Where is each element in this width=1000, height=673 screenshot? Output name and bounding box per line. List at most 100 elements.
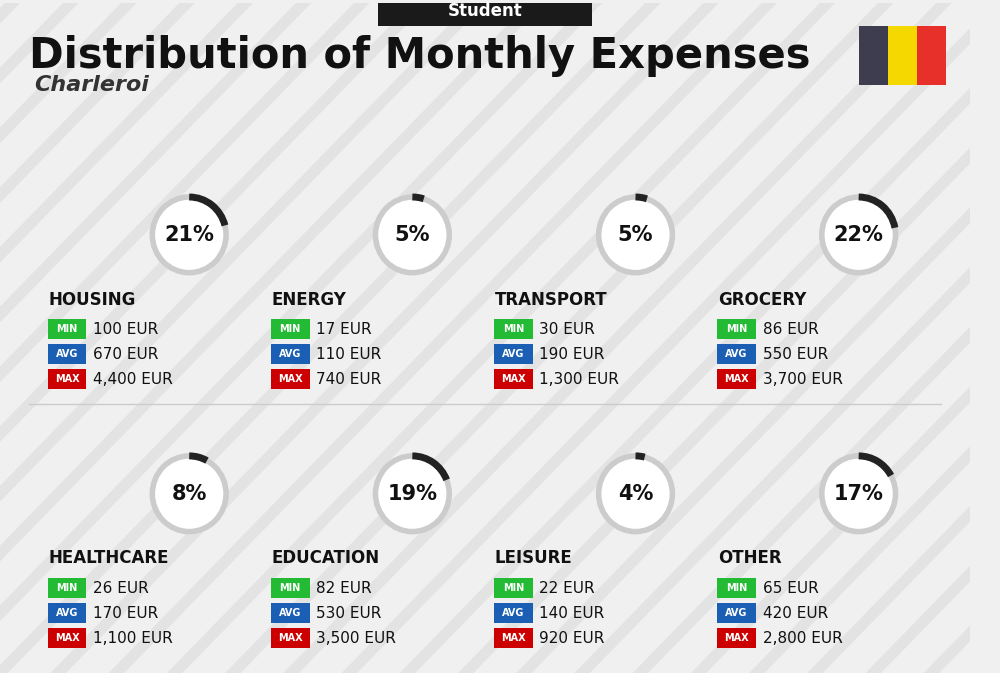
Text: AVG: AVG: [502, 349, 524, 359]
Text: 17%: 17%: [834, 484, 884, 504]
Text: MIN: MIN: [279, 583, 301, 594]
Circle shape: [152, 197, 226, 273]
Text: MAX: MAX: [55, 633, 79, 643]
FancyBboxPatch shape: [271, 603, 310, 623]
Text: 5%: 5%: [618, 225, 653, 245]
Text: 670 EUR: 670 EUR: [93, 347, 159, 362]
FancyBboxPatch shape: [48, 320, 86, 339]
Text: 3,500 EUR: 3,500 EUR: [316, 631, 396, 645]
Text: 4%: 4%: [618, 484, 653, 504]
Text: 21%: 21%: [164, 225, 214, 245]
Circle shape: [599, 456, 672, 532]
Text: 30 EUR: 30 EUR: [539, 322, 595, 337]
Text: EDUCATION: EDUCATION: [272, 549, 380, 567]
Text: MAX: MAX: [278, 633, 302, 643]
Text: 110 EUR: 110 EUR: [316, 347, 382, 362]
Text: 140 EUR: 140 EUR: [539, 606, 605, 621]
Text: 550 EUR: 550 EUR: [763, 347, 828, 362]
FancyBboxPatch shape: [271, 345, 310, 364]
Text: MIN: MIN: [726, 583, 747, 594]
FancyBboxPatch shape: [859, 26, 888, 85]
Text: AVG: AVG: [279, 608, 301, 618]
FancyBboxPatch shape: [48, 628, 86, 648]
Text: Distribution of Monthly Expenses: Distribution of Monthly Expenses: [29, 34, 811, 77]
Text: 86 EUR: 86 EUR: [763, 322, 818, 337]
Text: AVG: AVG: [502, 608, 524, 618]
Text: 82 EUR: 82 EUR: [316, 581, 372, 596]
Circle shape: [822, 456, 896, 532]
FancyBboxPatch shape: [494, 320, 533, 339]
Text: 920 EUR: 920 EUR: [539, 631, 605, 645]
Circle shape: [822, 197, 896, 273]
Text: 5%: 5%: [395, 225, 430, 245]
Text: 100 EUR: 100 EUR: [93, 322, 158, 337]
FancyBboxPatch shape: [271, 369, 310, 389]
FancyBboxPatch shape: [494, 369, 533, 389]
Text: MIN: MIN: [56, 583, 78, 594]
FancyBboxPatch shape: [494, 628, 533, 648]
Text: LEISURE: LEISURE: [495, 549, 573, 567]
Text: MAX: MAX: [55, 374, 79, 384]
Text: HEALTHCARE: HEALTHCARE: [49, 549, 169, 567]
Text: AVG: AVG: [279, 349, 301, 359]
Text: 22%: 22%: [834, 225, 884, 245]
Text: MAX: MAX: [501, 633, 526, 643]
FancyBboxPatch shape: [717, 578, 756, 598]
FancyBboxPatch shape: [717, 320, 756, 339]
Circle shape: [152, 456, 226, 532]
Text: AVG: AVG: [725, 608, 748, 618]
FancyBboxPatch shape: [378, 0, 592, 26]
Text: MAX: MAX: [724, 374, 749, 384]
Text: 8%: 8%: [172, 484, 207, 504]
Text: MIN: MIN: [503, 583, 524, 594]
Text: 1,300 EUR: 1,300 EUR: [539, 371, 619, 387]
FancyBboxPatch shape: [271, 578, 310, 598]
Text: OTHER: OTHER: [718, 549, 782, 567]
Circle shape: [599, 197, 672, 273]
FancyBboxPatch shape: [717, 369, 756, 389]
Text: MIN: MIN: [726, 324, 747, 334]
Text: 530 EUR: 530 EUR: [316, 606, 382, 621]
Text: Charleroi: Charleroi: [34, 75, 149, 96]
Text: MIN: MIN: [56, 324, 78, 334]
Text: 19%: 19%: [387, 484, 437, 504]
Text: MIN: MIN: [279, 324, 301, 334]
Circle shape: [375, 456, 449, 532]
Text: 1,100 EUR: 1,100 EUR: [93, 631, 173, 645]
FancyBboxPatch shape: [48, 578, 86, 598]
FancyBboxPatch shape: [494, 578, 533, 598]
Text: 17 EUR: 17 EUR: [316, 322, 372, 337]
FancyBboxPatch shape: [717, 345, 756, 364]
Text: 420 EUR: 420 EUR: [763, 606, 828, 621]
FancyBboxPatch shape: [888, 26, 917, 85]
Text: AVG: AVG: [56, 608, 78, 618]
Text: TRANSPORT: TRANSPORT: [495, 291, 607, 309]
Text: AVG: AVG: [725, 349, 748, 359]
Circle shape: [375, 197, 449, 273]
Text: 2,800 EUR: 2,800 EUR: [763, 631, 842, 645]
Text: 4,400 EUR: 4,400 EUR: [93, 371, 173, 387]
Text: MIN: MIN: [503, 324, 524, 334]
Text: Student: Student: [448, 2, 522, 20]
Text: MAX: MAX: [724, 633, 749, 643]
FancyBboxPatch shape: [917, 26, 946, 85]
Text: 740 EUR: 740 EUR: [316, 371, 382, 387]
Text: MAX: MAX: [501, 374, 526, 384]
Text: 190 EUR: 190 EUR: [539, 347, 605, 362]
Text: 3,700 EUR: 3,700 EUR: [763, 371, 842, 387]
Text: 170 EUR: 170 EUR: [93, 606, 158, 621]
Text: AVG: AVG: [56, 349, 78, 359]
FancyBboxPatch shape: [48, 369, 86, 389]
Text: ENERGY: ENERGY: [272, 291, 347, 309]
Text: 22 EUR: 22 EUR: [539, 581, 595, 596]
FancyBboxPatch shape: [271, 628, 310, 648]
Text: 26 EUR: 26 EUR: [93, 581, 149, 596]
Text: MAX: MAX: [278, 374, 302, 384]
FancyBboxPatch shape: [494, 603, 533, 623]
FancyBboxPatch shape: [494, 345, 533, 364]
FancyBboxPatch shape: [48, 603, 86, 623]
FancyBboxPatch shape: [717, 628, 756, 648]
Text: GROCERY: GROCERY: [718, 291, 806, 309]
Text: 65 EUR: 65 EUR: [763, 581, 818, 596]
Text: HOUSING: HOUSING: [49, 291, 136, 309]
